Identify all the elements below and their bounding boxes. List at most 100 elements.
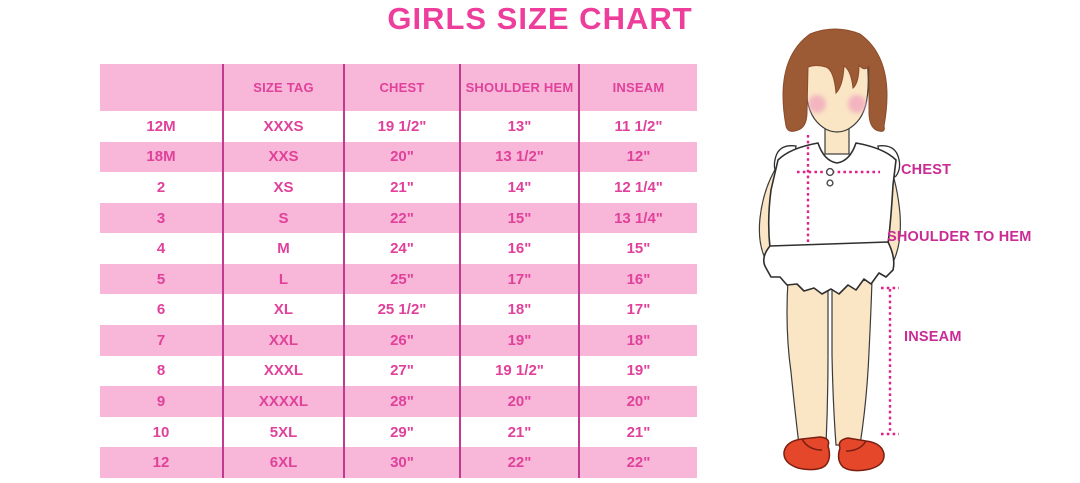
table-cell: 20"	[343, 141, 459, 173]
table-row: 18M XXS 20" 13 1/2" 12"	[100, 141, 697, 173]
table-cell: 12 1/4"	[578, 172, 697, 203]
table-cell: 20"	[459, 386, 578, 417]
table-row: 6 XL 25 1/2" 18" 17"	[100, 294, 697, 326]
table-cell: 27"	[343, 355, 459, 387]
table-cell: 19"	[578, 355, 697, 387]
size-cell: 7	[156, 331, 166, 349]
size-cell: 18M	[146, 148, 176, 166]
table-cell: 13 1/2"	[459, 141, 578, 173]
table-cell: XS	[222, 172, 343, 203]
table-cell: XL	[222, 294, 343, 326]
top-button-upper	[825, 167, 835, 177]
left-leg	[786, 279, 829, 446]
table-cell: 16"	[578, 263, 697, 295]
left-shoe	[783, 436, 831, 471]
table-cell: 17"	[459, 263, 578, 295]
table-row: 8 XXXL 27" 19 1/2" 19"	[100, 355, 697, 387]
size-cell: 4	[156, 240, 166, 258]
size-chart-table: SIZE TAG CHEST SHOULDER HEM INSEAM 12M XXXS 1…	[100, 64, 697, 478]
table-row: 10 5XL 29" 21" 21"	[100, 416, 697, 448]
column-header-inseam: INSEAM	[578, 64, 697, 111]
table-cell: 19 1/2"	[343, 111, 459, 142]
right-leg	[831, 279, 873, 446]
sleeveless-top	[767, 142, 897, 249]
table-cell: 21"	[459, 416, 578, 448]
column-header-size	[100, 64, 222, 111]
table-cell: 11 1/2"	[578, 111, 697, 142]
size-cell: 8	[156, 362, 166, 380]
table-cell: 15"	[578, 233, 697, 264]
table-cell: 18"	[578, 325, 697, 356]
size-cell: 12	[152, 454, 170, 472]
table-cell: 14"	[459, 172, 578, 203]
table-cell: 15"	[459, 202, 578, 234]
table-cell: 26"	[343, 325, 459, 356]
size-cell: 2	[156, 178, 166, 196]
table-cell: 21"	[578, 416, 697, 448]
size-cell: 12M	[146, 117, 176, 135]
table-cell: 25 1/2"	[343, 294, 459, 326]
table-cell: 20"	[578, 386, 697, 417]
table-cell: 16"	[459, 233, 578, 264]
table-row: 7 XXL 26" 19" 18"	[100, 325, 697, 356]
table-cell: 6XL	[222, 447, 343, 478]
table-cell: L	[222, 263, 343, 295]
table-row: 4 M 24" 16" 15"	[100, 233, 697, 264]
table-row: 5 L 25" 17" 16"	[100, 263, 697, 295]
table-cell: 22"	[343, 202, 459, 234]
column-header-size-tag: SIZE TAG	[222, 64, 343, 111]
blush-right-cheek	[848, 95, 866, 113]
table-cell: 24"	[343, 233, 459, 264]
table-cell: 18"	[459, 294, 578, 326]
table-row: 3 S 22" 15" 13 1/4"	[100, 202, 697, 234]
size-cell: 5	[156, 270, 166, 288]
size-cell: 6	[156, 301, 166, 319]
girl-illustration	[758, 28, 901, 472]
table-cell: 12"	[578, 141, 697, 173]
table-cell: M	[222, 233, 343, 264]
table-cell: 19 1/2"	[459, 355, 578, 387]
table-cell: XXS	[222, 141, 343, 173]
right-shoe	[837, 437, 885, 472]
size-cell: 10	[152, 423, 170, 441]
table-cell: 19"	[459, 325, 578, 356]
inseam-measurement-label: INSEAM	[904, 329, 962, 345]
table-cell: XXL	[222, 325, 343, 356]
table-cell: 13 1/4"	[578, 202, 697, 234]
table-cell: 5XL	[222, 416, 343, 448]
girl-measurement-figure	[740, 0, 1080, 483]
table-cell: XXXXL	[222, 386, 343, 417]
table-cell: 28"	[343, 386, 459, 417]
table-cell: 21"	[343, 172, 459, 203]
shoulder-to-hem-measurement-label: SHOULDER TO HEM	[887, 229, 1032, 245]
right-shoe-strap	[845, 440, 867, 452]
size-cell: 3	[156, 209, 166, 227]
column-header-chest: CHEST	[343, 64, 459, 111]
table-cell: 22"	[578, 447, 697, 478]
table-row: 9 XXXXL 28" 20" 20"	[100, 386, 697, 417]
size-cell: 9	[156, 392, 166, 410]
table-cell: XXXL	[222, 355, 343, 387]
table-cell: 25"	[343, 263, 459, 295]
table-cell: 22"	[459, 447, 578, 478]
table-cell: 17"	[578, 294, 697, 326]
table-cell: 29"	[343, 416, 459, 448]
ruffle-skirt	[762, 241, 895, 295]
table-cell: 30"	[343, 447, 459, 478]
chest-measurement-label: CHEST	[901, 162, 952, 178]
table-cell: S	[222, 202, 343, 234]
table-header-row: SIZE TAG CHEST SHOULDER HEM INSEAM	[100, 64, 697, 111]
table-row: 2 XS 21" 14" 12 1/4"	[100, 172, 697, 203]
table-row: 12M XXXS 19 1/2" 13" 11 1/2"	[100, 111, 697, 142]
page-title: GIRLS SIZE CHART	[387, 1, 693, 36]
bob-hair	[782, 28, 888, 132]
table-cell: XXXS	[222, 111, 343, 142]
table-cell: 13"	[459, 111, 578, 142]
blush-left-cheek	[808, 95, 826, 113]
table-row: 12 6XL 30" 22" 22"	[100, 447, 697, 478]
table-body: 12M XXXS 19 1/2" 13" 11 1/2" 18M XXS 20" 13 1/2"…	[100, 111, 697, 478]
column-header-shoulder-hem: SHOULDER HEM	[459, 64, 578, 111]
left-shoe-strap	[801, 438, 823, 451]
top-button-lower	[826, 179, 834, 187]
